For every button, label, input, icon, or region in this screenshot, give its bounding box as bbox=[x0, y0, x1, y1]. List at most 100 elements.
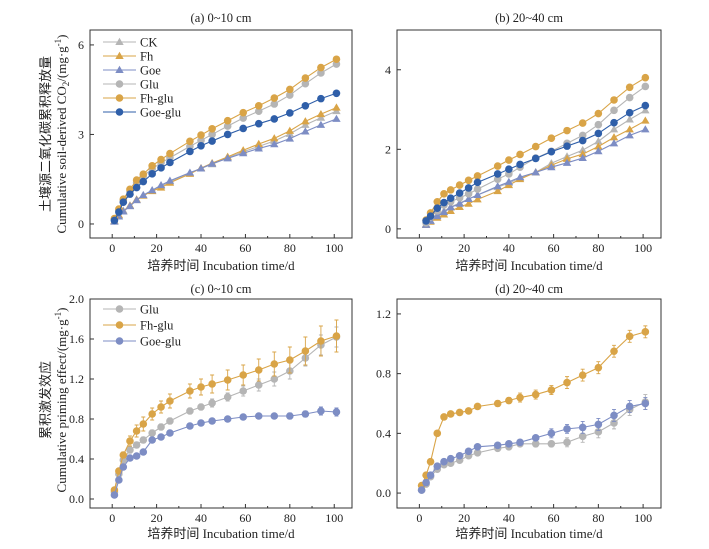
x-tick-label: 60 bbox=[239, 241, 251, 255]
data-point bbox=[641, 399, 650, 408]
data-point bbox=[332, 408, 341, 416]
data-point bbox=[433, 462, 442, 471]
data-point bbox=[270, 134, 279, 142]
data-point bbox=[433, 204, 442, 212]
data-point bbox=[426, 471, 435, 479]
data-point bbox=[186, 422, 194, 430]
y-tick-label: 0 bbox=[78, 217, 84, 231]
data-point bbox=[316, 120, 326, 128]
data-point bbox=[563, 126, 571, 135]
data-point bbox=[139, 436, 148, 444]
data-point bbox=[531, 440, 540, 448]
data-point bbox=[223, 130, 232, 139]
y-tick-label: 2.0 bbox=[69, 292, 84, 306]
data-point bbox=[208, 124, 216, 133]
legend-marker bbox=[115, 65, 124, 73]
data-point bbox=[547, 440, 556, 448]
data-point bbox=[254, 101, 263, 110]
panel-c-title: (c) 0~10 cm bbox=[191, 282, 252, 296]
panel-a-xlabel: 培养时间 Incubation time/d bbox=[147, 258, 295, 273]
data-point bbox=[641, 328, 650, 336]
panel-b-xlabel: 培养时间 Incubation time/d bbox=[455, 258, 603, 273]
data-point bbox=[609, 139, 619, 147]
data-point bbox=[578, 423, 587, 432]
data-point bbox=[317, 337, 325, 345]
data-point bbox=[446, 203, 455, 211]
data-point bbox=[505, 165, 513, 173]
data-point bbox=[493, 182, 502, 190]
data-point bbox=[464, 190, 473, 198]
x-tick-label: 0 bbox=[109, 511, 115, 525]
data-point bbox=[301, 79, 310, 88]
data-point bbox=[547, 386, 556, 394]
data-point bbox=[166, 429, 174, 437]
data-point bbox=[239, 108, 248, 117]
x-tick-label: 60 bbox=[548, 511, 560, 525]
data-point bbox=[433, 211, 442, 220]
data-point bbox=[516, 150, 524, 159]
data-point bbox=[197, 419, 205, 427]
data-point bbox=[270, 100, 279, 108]
data-point bbox=[422, 217, 430, 225]
data-point bbox=[157, 164, 165, 172]
x-tick-label: 20 bbox=[458, 511, 470, 525]
data-point bbox=[132, 441, 141, 449]
data-point bbox=[625, 83, 634, 92]
y-tick-label: 0.0 bbox=[376, 486, 391, 500]
data-point bbox=[115, 476, 123, 484]
data-point bbox=[139, 420, 148, 428]
legend-label: Fh-glu bbox=[140, 319, 174, 333]
legend-marker bbox=[115, 94, 124, 102]
data-point bbox=[493, 399, 502, 408]
data-point bbox=[186, 147, 194, 156]
data-point bbox=[594, 137, 603, 145]
data-point bbox=[422, 478, 430, 487]
data-point bbox=[301, 347, 310, 355]
panel-c: 0 20 40 60 80 1000.00.40.81.21.62.0GluFh-gluG… bbox=[69, 292, 353, 525]
data-point bbox=[446, 454, 455, 463]
data-point bbox=[625, 402, 634, 411]
series-Goe bbox=[421, 125, 650, 228]
x-tick-label: 0 bbox=[416, 241, 422, 255]
data-point bbox=[223, 393, 232, 401]
data-point bbox=[594, 129, 603, 138]
series-Goe-glu bbox=[110, 406, 341, 499]
data-point bbox=[594, 120, 603, 129]
plot-frame bbox=[89, 298, 353, 509]
legend-label: CK bbox=[140, 36, 157, 50]
legend-label: Goe-glu bbox=[140, 335, 182, 349]
data-point bbox=[301, 74, 310, 82]
data-point bbox=[516, 160, 524, 169]
data-point bbox=[148, 170, 156, 178]
y-tick-label: 4 bbox=[385, 63, 391, 77]
data-point bbox=[148, 410, 156, 418]
y-tick-label: 2 bbox=[385, 142, 391, 156]
data-point bbox=[208, 380, 216, 388]
data-point bbox=[166, 158, 174, 167]
data-point bbox=[578, 119, 587, 127]
data-point bbox=[317, 407, 325, 415]
data-point bbox=[254, 139, 263, 147]
series-Goe-glu bbox=[110, 89, 341, 225]
data-point bbox=[625, 93, 634, 102]
data-point bbox=[473, 190, 482, 199]
data-point bbox=[641, 82, 650, 91]
data-point bbox=[285, 134, 295, 142]
y-tick-label: 0.8 bbox=[69, 412, 84, 426]
data-point bbox=[270, 94, 279, 102]
data-point bbox=[563, 378, 571, 387]
x-tick-label: 0 bbox=[109, 241, 115, 255]
x-tick-label: 80 bbox=[284, 241, 296, 255]
series-line-Fh-glu bbox=[421, 331, 646, 486]
data-point bbox=[531, 142, 540, 151]
panel-a-ylabel-cn: 土壤源二氧化碳累积释放量 bbox=[38, 56, 53, 212]
data-point bbox=[426, 212, 435, 220]
data-point bbox=[223, 415, 232, 423]
data-point bbox=[317, 94, 325, 103]
data-point bbox=[139, 170, 148, 178]
data-point bbox=[239, 387, 248, 395]
panel-b: 0 20 40 60 80 100 0 2 4 bbox=[385, 29, 662, 255]
panel-c-ylabel-cn: 累积激发效应 bbox=[38, 361, 53, 439]
data-point bbox=[239, 114, 248, 122]
